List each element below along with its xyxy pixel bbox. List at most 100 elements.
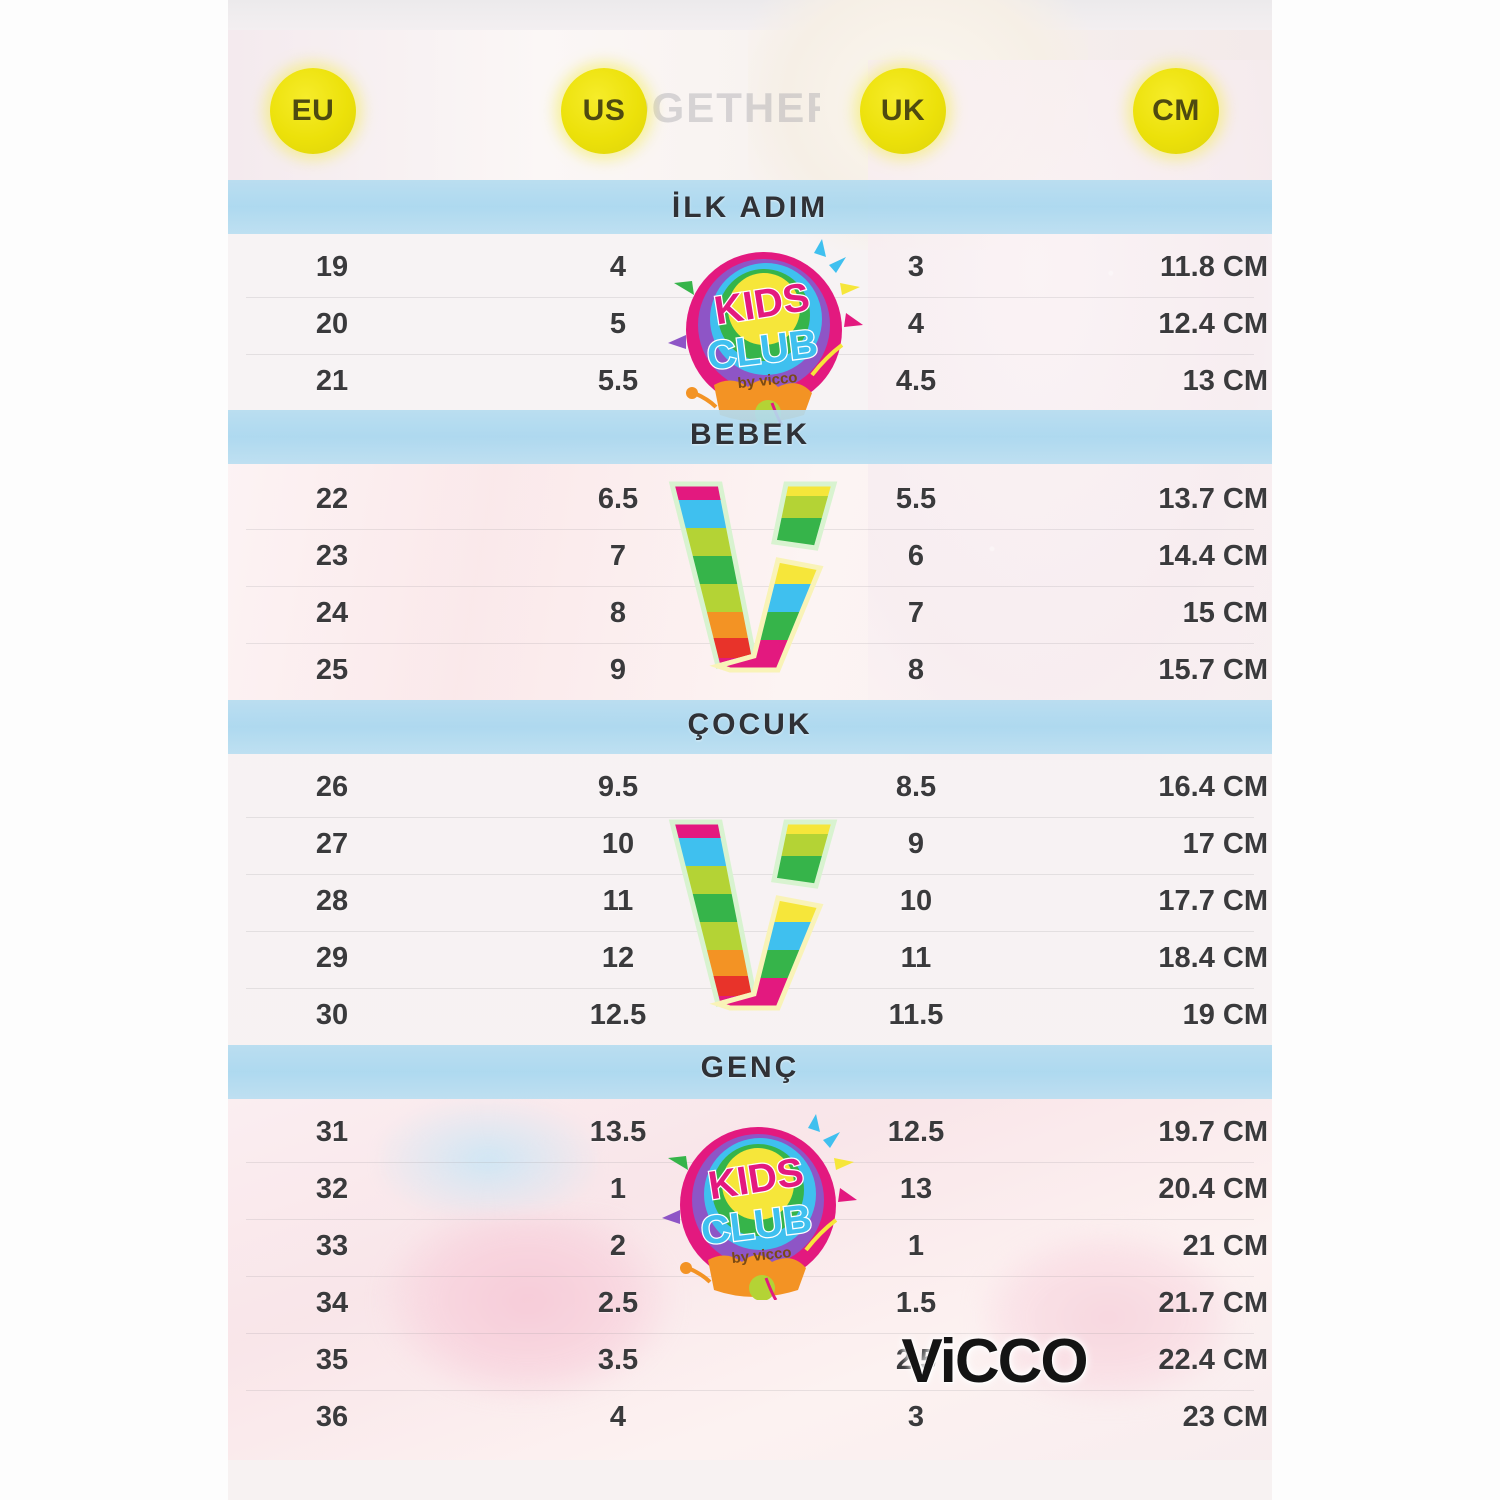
cell-eu: 26 [315, 771, 349, 803]
cell-uk: 2.5 [895, 1344, 937, 1376]
cell-uk: 1 [907, 1230, 925, 1262]
row-divider [246, 1390, 1254, 1391]
table-row: 36 4 3 23 CM [228, 1390, 1272, 1444]
rainbow-v-icon [668, 481, 838, 673]
row-divider [246, 1333, 1254, 1334]
table-row: 19 4 3 11.8 CM [228, 240, 1272, 294]
kids-club-splat-logo-top: KIDS CLUB by vicco [664, 235, 864, 426]
cell-eu: 32 [315, 1173, 349, 1205]
cell-eu: 23 [315, 540, 349, 572]
section-title-cocuk: ÇOCUK [687, 708, 813, 741]
kids-club-icon: KIDS CLUB by vicco [662, 1114, 857, 1301]
row-divider [246, 586, 1254, 587]
cell-us: 8 [609, 597, 627, 629]
cell-cm: 19 CM [1182, 999, 1268, 1031]
section-title-ilk-adim: İLK ADIM [671, 191, 829, 224]
cell-cm: 17 CM [1182, 828, 1268, 860]
cell-cm: 19.7 CM [1158, 1116, 1268, 1148]
cell-uk: 6 [907, 540, 925, 572]
cell-eu: 21 [315, 365, 349, 397]
kids-club-icon: KIDS CLUB by vicco [668, 239, 863, 426]
cell-eu: 30 [315, 999, 349, 1031]
cell-cm: 16.4 CM [1158, 771, 1268, 803]
svg-text:by vicco: by vicco [731, 1244, 792, 1267]
table-row: 32 1 13 20.4 CM [228, 1162, 1272, 1216]
cell-cm: 18.4 CM [1158, 942, 1268, 974]
cell-us: 12 [601, 942, 635, 974]
cell-uk: 8 [907, 654, 925, 686]
cell-cm: 14.4 CM [1158, 540, 1268, 572]
table-row: 20 5 4 12.4 CM [228, 297, 1272, 351]
cell-us: 7 [609, 540, 627, 572]
cell-eu: 25 [315, 654, 349, 686]
cell-us: 4 [609, 251, 627, 283]
cell-cm: 20.4 CM [1158, 1173, 1268, 1205]
cell-us: 4 [609, 1401, 627, 1433]
cell-eu: 24 [315, 597, 349, 629]
cell-eu: 27 [315, 828, 349, 860]
cell-uk: 8.5 [895, 771, 937, 803]
cell-uk: 4 [907, 308, 925, 340]
cell-uk: 3 [907, 1401, 925, 1433]
table-row: 27 10 9 17 CM [228, 817, 1272, 871]
table-row: 26 9.5 8.5 16.4 CM [228, 760, 1272, 814]
cell-cm: 11.8 CM [1160, 251, 1268, 283]
cell-uk: 1.5 [895, 1287, 937, 1319]
section-band-bebek [228, 410, 1272, 464]
row-divider [246, 529, 1254, 530]
background-shoe-left [378, 1215, 678, 1405]
background-blue-blob [378, 1100, 598, 1220]
kids-club-splat-logo-bottom: KIDS CLUB by vicco [658, 1110, 858, 1301]
cell-cm: 12.4 CM [1158, 308, 1268, 340]
cell-us: 9.5 [597, 771, 639, 803]
cell-us: 13.5 [589, 1116, 647, 1148]
background-shoe-right [978, 1230, 1238, 1405]
cell-eu: 29 [315, 942, 349, 974]
cell-eu: 36 [315, 1401, 349, 1433]
cell-us: 5.5 [597, 365, 639, 397]
column-header-cm: CM [1133, 68, 1219, 154]
cell-uk: 9 [907, 828, 925, 860]
vicco-rainbow-v-logo-cocuk [658, 808, 838, 1018]
cell-cm: 13 CM [1182, 365, 1268, 397]
cell-uk: 7 [907, 597, 925, 629]
table-row: 30 12.5 11.5 19 CM [228, 988, 1272, 1042]
vicco-rainbow-v-logo-bebek [658, 470, 838, 680]
table-row: 31 13.5 12.5 19.7 CM [228, 1105, 1272, 1159]
cell-eu: 28 [315, 885, 349, 917]
cell-us: 1 [609, 1173, 627, 1205]
table-row: 23 7 6 14.4 CM [228, 529, 1272, 583]
row-divider [246, 931, 1254, 932]
cell-uk: 3 [907, 251, 925, 283]
rainbow-v-icon [668, 819, 838, 1011]
cell-cm: 17.7 CM [1158, 885, 1268, 917]
cell-us: 10 [601, 828, 635, 860]
cell-cm: 13.7 CM [1158, 483, 1268, 515]
cell-cm: 15.7 CM [1158, 654, 1268, 686]
cell-eu: 35 [315, 1344, 349, 1376]
cell-us: 11 [602, 885, 634, 917]
cell-us: 2.5 [597, 1287, 639, 1319]
size-chart-panel: TOGETHER EU US UK CM İLK ADIM 19 4 3 11.… [228, 0, 1272, 1500]
cell-uk: 13 [899, 1173, 933, 1205]
section-title-genc: GENÇ [700, 1051, 800, 1084]
table-row: 28 11 10 17.7 CM [228, 874, 1272, 928]
cell-us: 9 [609, 654, 627, 686]
cell-eu: 19 [315, 251, 349, 283]
row-divider [246, 817, 1254, 818]
cell-cm: 21 CM [1182, 1230, 1268, 1262]
table-row: 35 3.5 2.5 22.4 CM [228, 1333, 1272, 1387]
cell-eu: 31 [315, 1116, 349, 1148]
cell-cm: 21.7 CM [1158, 1287, 1268, 1319]
cell-uk: 11.5 [888, 999, 944, 1031]
section-band-cocuk [228, 700, 1272, 754]
cell-us: 12.5 [589, 999, 647, 1031]
cell-cm: 23 CM [1182, 1401, 1268, 1433]
cell-uk: 5.5 [895, 483, 937, 515]
section-band-genc [228, 1045, 1272, 1099]
table-row: 29 12 11 18.4 CM [228, 931, 1272, 985]
cell-us: 3.5 [597, 1344, 639, 1376]
svg-text:by vicco: by vicco [737, 369, 798, 392]
column-header-us: US [561, 68, 647, 154]
